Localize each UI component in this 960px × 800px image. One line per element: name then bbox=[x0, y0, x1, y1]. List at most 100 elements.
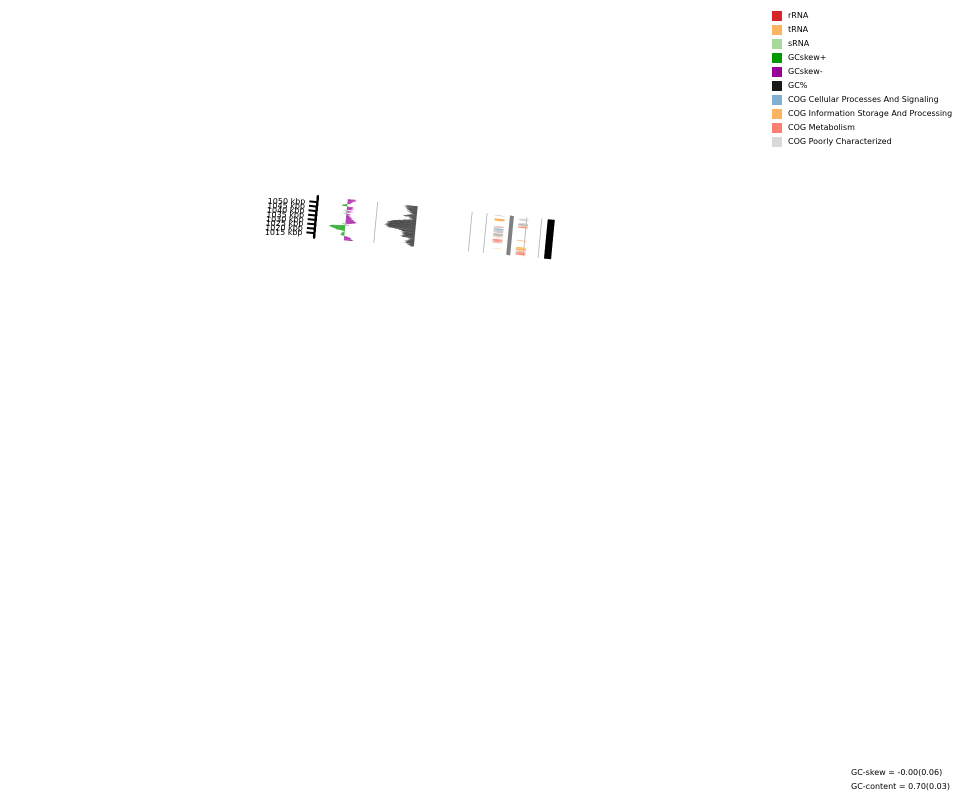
gc-content-bar bbox=[407, 209, 417, 211]
gc-skew-bar bbox=[345, 204, 348, 205]
gc-content-bar bbox=[411, 217, 417, 219]
gc-content-bar bbox=[410, 214, 417, 216]
gc-skew-bar bbox=[345, 220, 354, 222]
feature-arrow bbox=[518, 220, 529, 222]
gc-skew-bar bbox=[330, 226, 345, 228]
gc-content-bar bbox=[406, 206, 418, 209]
gc-content-bar bbox=[412, 219, 417, 220]
inner-tick bbox=[546, 229, 554, 232]
gc-content-bar bbox=[405, 241, 414, 243]
legend-item-gcskew-neg: GCskew- bbox=[772, 65, 952, 79]
gc-skew-bar bbox=[346, 214, 351, 216]
gc-content-bar bbox=[388, 223, 416, 227]
gc-content-bar bbox=[412, 218, 417, 219]
gc-content-bar bbox=[404, 234, 415, 236]
inner-tick bbox=[545, 240, 553, 243]
legend-item-rrna: rRNA bbox=[772, 9, 952, 23]
legend-swatch bbox=[772, 11, 782, 21]
feature-arrow bbox=[516, 239, 527, 241]
gc-skew-bar bbox=[341, 233, 345, 234]
gc-skew-bar bbox=[347, 200, 356, 202]
gc-content-bar bbox=[398, 229, 416, 232]
legend-swatch bbox=[772, 123, 782, 133]
gc-content-bar bbox=[408, 211, 417, 213]
legend-label: COG Metabolism bbox=[788, 123, 855, 132]
gc-content-bar bbox=[409, 238, 415, 240]
legend-item-cog-info: COG Information Storage And Processing bbox=[772, 107, 952, 121]
gc-skew-bar bbox=[340, 234, 345, 236]
gc-content-bar bbox=[403, 233, 415, 235]
gc-content-bar bbox=[397, 220, 416, 223]
inner-tick bbox=[546, 229, 554, 232]
gc-content-bar bbox=[392, 220, 416, 223]
gc-skew-bar bbox=[347, 199, 357, 201]
gc-skew-bar bbox=[340, 234, 345, 235]
inner-tick bbox=[545, 237, 553, 240]
gc-skew-bar bbox=[346, 217, 352, 218]
gc-skew-bar bbox=[337, 224, 346, 226]
legend-swatch bbox=[772, 39, 782, 49]
gc-skew-bar bbox=[346, 216, 350, 217]
gc-content-bar bbox=[386, 223, 416, 227]
gc-content-bar bbox=[409, 217, 417, 219]
feature-arrow bbox=[517, 227, 528, 229]
gc-content-bar bbox=[385, 223, 416, 227]
gc-content-bar bbox=[409, 239, 415, 240]
gc-skew-bar bbox=[347, 203, 351, 205]
gc-skew-bar bbox=[347, 203, 351, 204]
gc-content-bar bbox=[406, 242, 414, 243]
axis-tick-label: 1025 kbp bbox=[266, 219, 304, 228]
guide-circle bbox=[537, 218, 543, 258]
gc-content-bar bbox=[413, 214, 417, 215]
legend-label: sRNA bbox=[788, 39, 810, 48]
gc-skew-bar bbox=[345, 221, 357, 224]
inner-tick bbox=[544, 251, 552, 254]
gc-content-bar bbox=[405, 205, 418, 207]
gc-content-bar bbox=[406, 206, 418, 208]
gc-content-bar bbox=[409, 214, 417, 215]
gc-skew-bar bbox=[341, 232, 345, 234]
gc-content-bar bbox=[392, 220, 416, 223]
gc-skew-bar bbox=[342, 205, 348, 206]
gc-content-bar bbox=[406, 205, 418, 207]
gc-content-bar bbox=[404, 242, 414, 244]
gc-content-bar bbox=[408, 244, 414, 245]
gc-content-bar bbox=[411, 238, 415, 239]
gc-skew-bar bbox=[347, 199, 356, 201]
gc-content-bar bbox=[386, 226, 416, 229]
legend-label: rRNA bbox=[788, 11, 809, 20]
gc-content-bar bbox=[406, 208, 418, 210]
gc-skew-bar bbox=[340, 230, 345, 231]
gc-content-bar bbox=[403, 231, 415, 233]
inner-tick bbox=[546, 232, 554, 235]
gc-content-bar bbox=[409, 218, 417, 219]
gc-skew-bar bbox=[347, 199, 355, 201]
gc-content-bar bbox=[402, 232, 415, 234]
gc-skew-bar bbox=[343, 240, 353, 241]
gc-skew-bar bbox=[346, 209, 353, 211]
gc-skew-bar bbox=[347, 202, 353, 203]
gc-skew-bar bbox=[342, 223, 346, 225]
gc-content-bar bbox=[410, 246, 414, 247]
gc-content-bar bbox=[406, 240, 415, 242]
legend-item-cog-cellular: COG Cellular Processes And Signaling bbox=[772, 93, 952, 107]
inner-tick bbox=[545, 243, 553, 246]
gc-skew-bar bbox=[347, 202, 351, 204]
gc-content-bar bbox=[405, 215, 417, 217]
strand-backbone bbox=[506, 215, 514, 256]
legend-label: COG Cellular Processes And Signaling bbox=[788, 95, 939, 104]
gc-content-bar bbox=[397, 219, 416, 222]
gc-content-bar bbox=[406, 207, 418, 209]
gc-content-bar bbox=[387, 221, 416, 225]
gc-content-bar bbox=[401, 231, 415, 233]
feature-arrow bbox=[494, 218, 505, 222]
feature-arrow bbox=[492, 236, 503, 238]
gc-skew-bar bbox=[343, 239, 353, 241]
gc-content-bar bbox=[406, 215, 417, 217]
gc-content-bar bbox=[408, 238, 415, 240]
gc-skew-bar bbox=[346, 208, 352, 210]
inner-tick bbox=[544, 247, 553, 250]
inner-tick bbox=[546, 234, 554, 237]
legend-item-cog-metabolism: COG Metabolism bbox=[772, 121, 952, 135]
gc-content-bar bbox=[413, 213, 417, 214]
